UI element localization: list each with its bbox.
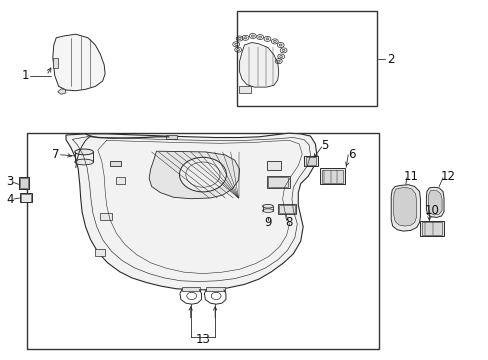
Bar xyxy=(20,178,28,188)
Circle shape xyxy=(258,36,261,38)
Text: 2: 2 xyxy=(386,53,394,66)
Circle shape xyxy=(236,49,239,51)
Circle shape xyxy=(282,49,285,51)
Circle shape xyxy=(265,38,268,40)
Text: 6: 6 xyxy=(347,148,355,161)
Bar xyxy=(100,213,112,220)
Text: 11: 11 xyxy=(403,170,417,183)
Bar xyxy=(19,177,29,189)
Circle shape xyxy=(251,35,254,37)
Ellipse shape xyxy=(75,159,93,165)
Bar xyxy=(237,11,376,106)
Polygon shape xyxy=(390,185,420,231)
Text: 8: 8 xyxy=(284,216,292,229)
Text: 12: 12 xyxy=(440,170,454,183)
Bar xyxy=(320,168,344,184)
Ellipse shape xyxy=(75,149,93,155)
Bar xyxy=(110,161,121,166)
Bar xyxy=(95,249,105,256)
Circle shape xyxy=(234,43,237,45)
Bar xyxy=(20,194,31,202)
Circle shape xyxy=(179,157,226,192)
Bar xyxy=(166,135,177,139)
Bar xyxy=(53,58,58,68)
Polygon shape xyxy=(58,89,66,94)
Bar xyxy=(305,157,316,165)
Bar xyxy=(278,205,295,213)
Text: 3: 3 xyxy=(6,175,14,188)
Circle shape xyxy=(244,37,246,39)
Bar xyxy=(20,193,32,202)
Text: 7: 7 xyxy=(52,148,60,161)
Ellipse shape xyxy=(262,204,273,208)
Bar xyxy=(419,221,443,236)
Bar xyxy=(304,156,317,166)
Polygon shape xyxy=(239,42,278,87)
Polygon shape xyxy=(426,187,443,217)
Polygon shape xyxy=(66,133,316,290)
Polygon shape xyxy=(149,151,239,199)
Text: 4: 4 xyxy=(6,193,14,206)
Bar xyxy=(277,204,296,214)
Polygon shape xyxy=(427,190,441,215)
Bar xyxy=(206,287,224,291)
Bar xyxy=(27,133,378,349)
Text: 10: 10 xyxy=(424,204,439,217)
Bar xyxy=(266,176,289,188)
Circle shape xyxy=(273,40,276,42)
Bar xyxy=(266,161,281,170)
Bar xyxy=(421,222,441,235)
Circle shape xyxy=(279,55,282,58)
Bar xyxy=(268,177,287,187)
Circle shape xyxy=(277,60,280,62)
Bar xyxy=(238,86,250,93)
Text: 5: 5 xyxy=(321,139,328,152)
Polygon shape xyxy=(53,34,105,91)
Bar xyxy=(116,177,125,184)
Text: 13: 13 xyxy=(195,333,210,346)
Polygon shape xyxy=(393,187,416,226)
Circle shape xyxy=(238,37,241,40)
Bar xyxy=(182,287,200,291)
Text: 9: 9 xyxy=(264,216,271,229)
Ellipse shape xyxy=(262,209,273,212)
Circle shape xyxy=(279,44,282,46)
Bar xyxy=(322,170,342,183)
Text: 1: 1 xyxy=(22,69,30,82)
